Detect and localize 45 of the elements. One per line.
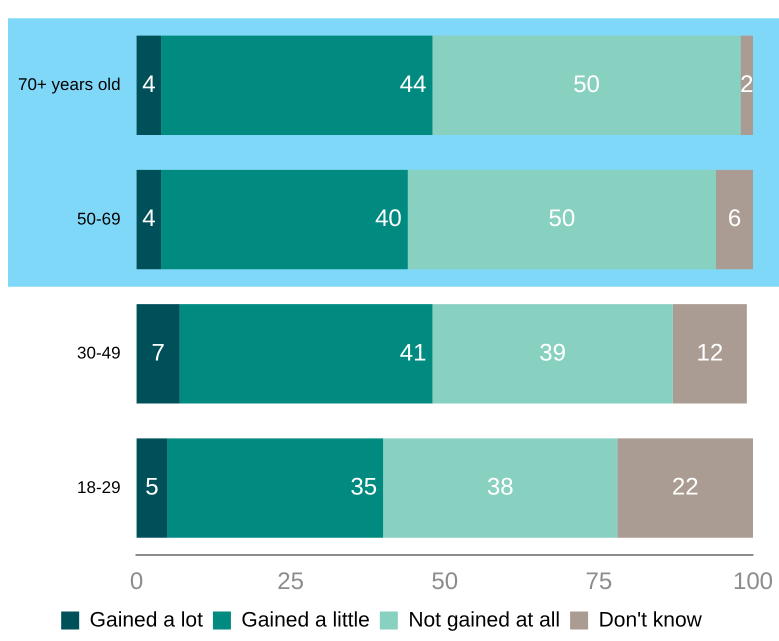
legend-label: Gained a lot — [90, 608, 204, 632]
bar — [617, 438, 753, 538]
y-tick-label: 50-69 — [77, 209, 121, 228]
data-label: 44 — [400, 70, 426, 98]
bar — [432, 304, 673, 404]
data-label: 2 — [740, 70, 754, 98]
bar — [740, 36, 753, 135]
bar — [180, 304, 432, 404]
bar — [408, 170, 716, 270]
bar — [136, 36, 162, 135]
x-tick-label: 100 — [732, 568, 774, 596]
data-label: 39 — [539, 339, 566, 366]
bar — [136, 170, 162, 270]
data-label: 4 — [142, 70, 156, 98]
y-tick-label: 70+ years old — [18, 75, 121, 94]
data-label: 50 — [573, 70, 600, 98]
bar — [167, 438, 384, 538]
legend-label: Don't know — [598, 608, 703, 632]
y-tick-label: 30-49 — [77, 344, 121, 363]
x-tick-label: 50 — [431, 568, 458, 596]
y-tick-label: 18-29 — [77, 478, 121, 497]
data-label: 7 — [151, 339, 165, 366]
bar — [161, 36, 432, 135]
data-label: 41 — [400, 339, 426, 366]
data-label: 50 — [548, 205, 576, 232]
bar — [432, 36, 741, 135]
bar — [672, 304, 747, 404]
bar — [716, 170, 753, 270]
bar — [136, 438, 168, 538]
x-tick-label: 75 — [586, 568, 612, 596]
x-tick-label: 0 — [130, 568, 144, 596]
bar — [383, 438, 618, 538]
data-label: 35 — [350, 474, 378, 501]
data-label: 6 — [728, 205, 742, 232]
data-label: 12 — [696, 339, 724, 366]
bar — [161, 170, 408, 270]
bar — [136, 304, 180, 404]
x-tick-label: 25 — [277, 568, 304, 596]
legend-label: Gained a little — [241, 608, 370, 632]
data-label: 5 — [145, 474, 159, 501]
data-label: 4 — [142, 205, 156, 232]
data-label: 38 — [486, 474, 514, 501]
data-label: 40 — [375, 205, 402, 232]
data-label: 22 — [672, 474, 699, 501]
legend-label: Not gained at all — [408, 608, 560, 632]
